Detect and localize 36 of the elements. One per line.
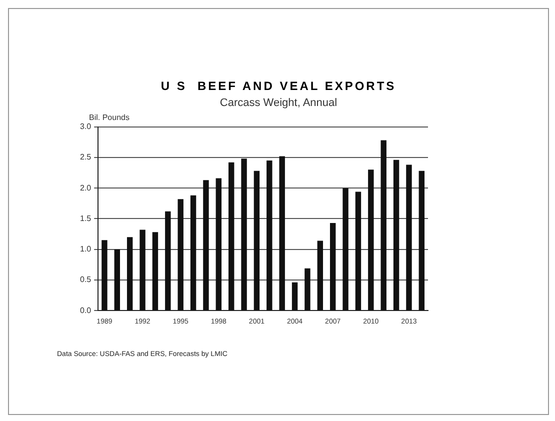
bar — [393, 160, 400, 310]
bar — [114, 249, 120, 310]
bar — [165, 211, 171, 310]
bar — [342, 188, 348, 310]
bar — [279, 156, 285, 310]
bar — [304, 268, 310, 310]
bar — [203, 180, 209, 310]
bar — [126, 237, 133, 310]
bar — [418, 170, 425, 310]
y-tick-label: 0.0 — [80, 306, 92, 315]
bar — [102, 240, 108, 310]
chart-subtitle: Carcass Weight, Annual — [218, 97, 338, 109]
y-tick-label: 3.0 — [80, 122, 92, 132]
bar — [330, 222, 336, 310]
y-tick-label: 1.5 — [80, 214, 92, 223]
bar — [355, 192, 362, 310]
bar — [254, 170, 260, 310]
y-tick-label: 0.5 — [80, 275, 92, 284]
bar — [178, 199, 184, 310]
bar — [406, 164, 412, 310]
y-tick-label: 1.0 — [80, 244, 92, 254]
bar — [241, 158, 247, 310]
bar — [216, 178, 222, 310]
bar — [317, 240, 324, 310]
y-tick-label: 2.0 — [80, 183, 92, 192]
bar — [380, 140, 386, 310]
bar — [190, 195, 196, 310]
bar — [140, 230, 146, 310]
y-tick-label: 2.5 — [80, 152, 92, 162]
bar — [228, 162, 234, 310]
bar — [152, 232, 158, 310]
y-axis-title: Bil. Pounds — [89, 113, 130, 122]
bar — [368, 170, 374, 310]
bar — [266, 160, 272, 310]
bar — [292, 282, 298, 310]
chart-title: U S BEEF AND VEAL EXPORTS — [160, 79, 398, 93]
